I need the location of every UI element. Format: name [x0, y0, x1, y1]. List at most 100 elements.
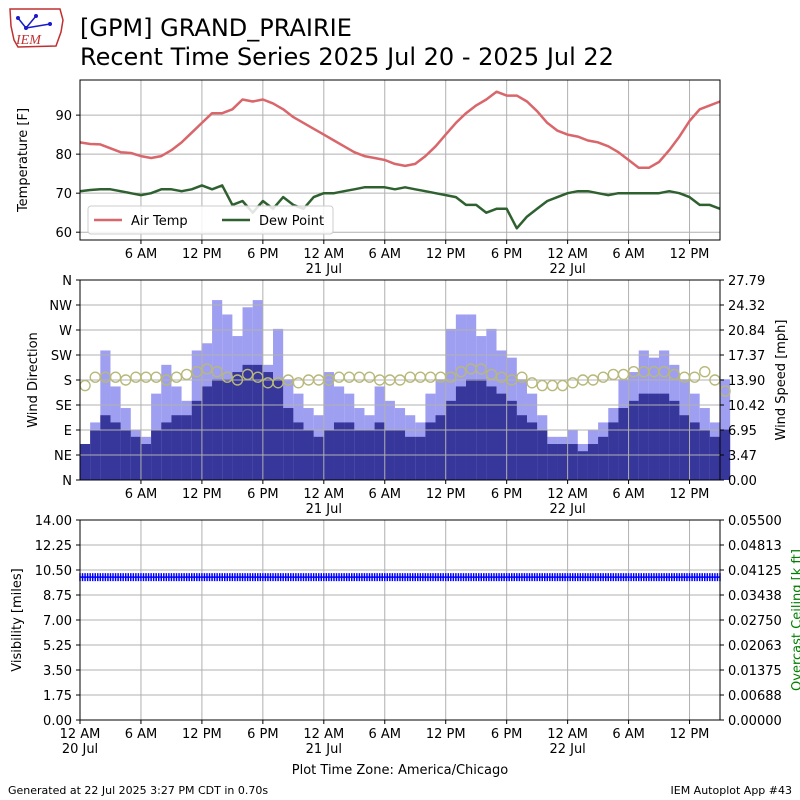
timezone-label: Plot Time Zone: America/Chicago: [291, 763, 509, 778]
wind-direction-marker: [516, 371, 528, 383]
x-tick-label: 12 AM: [547, 487, 588, 502]
wind-direction-marker: [404, 371, 416, 383]
wind-speed-bar: [709, 436, 720, 480]
wind-speed-bar: [100, 415, 111, 480]
wind-speed-bar: [283, 408, 294, 480]
wind-speed-tick-label: 27.79: [728, 274, 765, 289]
visibility-tick-label: 12.25: [35, 539, 72, 554]
visibility-axis-label: Visibility [miles]: [10, 568, 25, 671]
wind-direction-marker: [323, 374, 335, 386]
wind-speed-bar: [506, 400, 517, 480]
ceiling-tick-label: 0.04125: [728, 564, 782, 579]
wind-speed-bar: [374, 422, 385, 480]
wind-direction-marker: [150, 371, 162, 383]
temperature-axis-label: Temperature [F]: [16, 108, 31, 213]
x-tick-label: 12 PM: [670, 727, 710, 742]
wind-speed-bar: [252, 364, 263, 480]
x-tick-label: 6 AM: [612, 487, 645, 502]
x-tick-label: 6 PM: [247, 487, 278, 502]
wind-direction-marker: [353, 371, 366, 383]
wind-speed-bar: [628, 400, 639, 480]
x-tick-date-label: 22 Jul: [549, 262, 585, 277]
wind-speed-bar: [608, 422, 619, 480]
wind-direction-marker: [89, 371, 101, 383]
wind-direction-marker: [140, 371, 152, 383]
x-tick-date-label: 21 Jul: [306, 262, 342, 277]
x-tick-label: 12 PM: [426, 727, 466, 742]
wind-direction-marker: [272, 377, 284, 389]
ceiling-tick-label: 0.00688: [728, 689, 782, 704]
wind-direction-marker: [688, 371, 701, 383]
wind-speed-bar: [516, 415, 527, 480]
iem-logo: IEM: [6, 6, 66, 54]
wind-direction-marker: [394, 374, 406, 386]
app-footer: IEM Autoplot App #43: [670, 784, 793, 797]
wind-direction-marker: [566, 377, 579, 389]
x-tick-label: 6 AM: [612, 727, 645, 742]
wind-direction-marker: [343, 371, 355, 383]
wind-speed-bar: [313, 436, 324, 480]
x-tick-label: 6 AM: [612, 247, 645, 262]
ceiling-tick-label: 0.03438: [728, 589, 782, 604]
wind-speed-bar: [526, 422, 538, 480]
x-tick-label: 6 AM: [369, 487, 402, 502]
wind-speed-bar: [80, 444, 91, 480]
x-tick-label: 12 AM: [60, 727, 101, 742]
wind-direction-marker: [414, 371, 427, 383]
wind-speed-bar: [598, 436, 609, 480]
wind-direction-tick-label: W: [59, 324, 72, 339]
x-tick-label: 12 PM: [426, 247, 466, 262]
wind-direction-marker: [475, 363, 487, 375]
wind-speed-bar: [455, 386, 467, 480]
wind-speed-tick-label: 17.37: [728, 349, 765, 364]
x-tick-label: 6 AM: [369, 247, 402, 262]
wind-direction-marker: [282, 374, 294, 386]
wind-speed-bar: [201, 386, 213, 480]
wind-direction-marker: [180, 368, 193, 381]
wind-direction-marker: [424, 371, 437, 383]
x-tick-label: 12 AM: [547, 247, 588, 262]
x-tick-label: 12 PM: [670, 487, 710, 502]
x-tick-label: 12 PM: [182, 487, 222, 502]
wind-speed-bar: [242, 364, 253, 480]
wind-direction-marker: [668, 368, 680, 381]
y-tick-label: 60: [55, 226, 72, 241]
wind-direction-marker: [252, 371, 264, 383]
wind-direction-tick-label: SE: [56, 399, 72, 414]
ceiling-axis-label: Overcast Ceiling [k ft]: [790, 549, 800, 691]
wind-direction-tick-label: SW: [51, 349, 72, 364]
wind-direction-marker: [546, 379, 559, 392]
wind-speed-tick-label: 13.90: [728, 374, 765, 389]
wind-speed-bar: [344, 422, 355, 480]
y-tick-label: 70: [55, 187, 72, 202]
x-tick-label: 12 AM: [547, 727, 588, 742]
x-tick-label: 12 PM: [182, 727, 222, 742]
wind-direction-marker: [597, 371, 609, 383]
wind-speed-bar: [720, 429, 731, 480]
x-tick-date-label: 21 Jul: [306, 742, 342, 757]
ceiling-tick-label: 0.02750: [728, 614, 782, 629]
wind-direction-tick-label: N: [62, 274, 72, 289]
wind-speed-bar: [679, 415, 690, 480]
wind-direction-marker: [607, 368, 620, 381]
wind-speed-bar: [130, 436, 141, 480]
wind-direction-tick-label: N: [62, 474, 72, 489]
wind-direction-marker: [333, 371, 345, 383]
wind-speed-bar: [496, 393, 507, 480]
wind-direction-marker: [445, 371, 457, 383]
x-tick-label: 6 PM: [491, 247, 522, 262]
plot-frame: [79, 279, 721, 481]
wind-direction-tick-label: S: [64, 374, 72, 389]
visibility-tick-label: 0.00: [43, 714, 72, 729]
wind-speed-bar: [181, 415, 192, 480]
chart-title: [GPM] GRAND_PRAIRIE: [80, 14, 352, 42]
wind-direction-marker: [536, 379, 548, 392]
visibility-tick-label: 10.50: [35, 564, 72, 579]
wind-speed-bar: [618, 408, 629, 480]
wind-speed-bar: [486, 386, 497, 480]
dew-point-line: [79, 184, 721, 230]
wind-speed-bar: [171, 415, 182, 480]
wind-speed-tick-label: 10.42: [728, 399, 765, 414]
x-tick-date-label: 22 Jul: [549, 502, 585, 517]
wind-speed-tick-label: 24.32: [728, 299, 765, 314]
